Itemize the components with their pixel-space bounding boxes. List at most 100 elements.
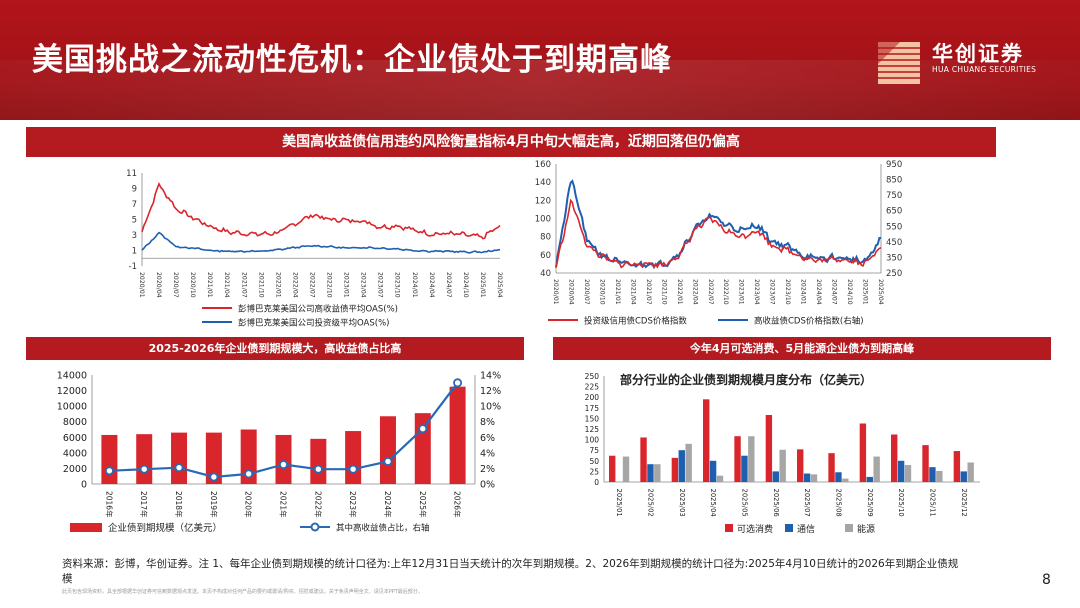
c3-y-tick: 14000 bbox=[57, 371, 87, 382]
c3-bar bbox=[205, 432, 222, 484]
c4-bar-telecom bbox=[647, 464, 654, 482]
c4-bar-energy bbox=[779, 449, 786, 482]
c3-x-tick: 2022年 bbox=[313, 491, 323, 518]
c3-y-tick: 12000 bbox=[57, 386, 87, 397]
c4-x-tick: 2025/12 bbox=[960, 489, 968, 517]
c3-bar bbox=[345, 431, 362, 484]
logo-mark-icon bbox=[878, 42, 920, 84]
c2-y-tick: 40 bbox=[540, 269, 551, 279]
c1-legend-ig-label: 彭博巴克莱美国公司投资级平均OAS(%) bbox=[238, 318, 389, 329]
c1-x-tick: 2021/10 bbox=[257, 272, 264, 298]
c4-legend-label: 通信 bbox=[797, 523, 815, 535]
c2-y-tick-right: 850 bbox=[886, 176, 902, 186]
c2-x-tick: 2021/07 bbox=[645, 279, 652, 305]
c3-bar bbox=[136, 434, 153, 484]
c2-y-tick-right: 550 bbox=[886, 222, 902, 232]
c3-y-tick: 10000 bbox=[57, 402, 87, 413]
c4-bar-consumer bbox=[671, 457, 679, 482]
c4-bar-telecom bbox=[866, 476, 873, 482]
c4-bar-telecom bbox=[709, 460, 717, 482]
c1-x-tick: 2021/01 bbox=[206, 272, 213, 298]
c3-share-point bbox=[209, 472, 219, 482]
c4-bar-consumer bbox=[765, 415, 773, 482]
c3-legend-bar-label: 企业债到期规模（亿美元） bbox=[108, 522, 222, 534]
c3-y-tick-right: 12% bbox=[480, 386, 501, 397]
c2-x-tick: 2024/01 bbox=[800, 279, 807, 305]
c3-share-point bbox=[348, 464, 358, 474]
c1-y-tick: 7 bbox=[132, 200, 137, 210]
c3-bar bbox=[310, 438, 327, 484]
c3-share-point bbox=[418, 424, 428, 434]
c4-y-tick: 25 bbox=[589, 467, 599, 476]
c3-x-tick: 2021年 bbox=[279, 491, 289, 518]
c4-bar-telecom bbox=[897, 460, 905, 482]
c2-y-tick: 120 bbox=[535, 196, 551, 206]
c4-y-tick: 125 bbox=[585, 425, 600, 434]
c3-x-tick: 2023年 bbox=[348, 491, 358, 518]
c4-bar-energy bbox=[967, 462, 974, 482]
c2-series-line-ig bbox=[555, 198, 882, 269]
c1-y-tick: 3 bbox=[132, 231, 137, 241]
c2-y-tick-right: 450 bbox=[886, 238, 902, 248]
c3-y-tick-right: 2% bbox=[480, 464, 495, 475]
c2-y-tick-right: 350 bbox=[886, 253, 902, 263]
c4-x-tick: 2025/01 bbox=[615, 489, 623, 517]
page-title: 美国挑战之流动性危机：企业债处于到期高峰 bbox=[32, 42, 672, 78]
c4-bar-telecom bbox=[678, 450, 685, 482]
c2-x-tick: 2025/01 bbox=[862, 279, 869, 305]
c3-bar bbox=[275, 434, 292, 484]
c1-x-tick: 2022/01 bbox=[274, 272, 281, 298]
c3-bar bbox=[171, 432, 188, 484]
c3-y-tick: 2000 bbox=[63, 464, 87, 475]
c3-x-tick: 2018年 bbox=[174, 491, 184, 518]
c2-y-tick-right: 950 bbox=[886, 160, 902, 170]
c3-legend-line-marker bbox=[310, 522, 320, 532]
c2-x-tick: 2022/04 bbox=[691, 279, 698, 305]
c1-x-tick: 2023/04 bbox=[360, 272, 367, 298]
industry-monthly-bar-chart: 2502252001751501251007550250部分行业的企业债到期规模… bbox=[585, 372, 980, 535]
c4-y-tick: 200 bbox=[585, 393, 600, 402]
c3-x-tick: 2020年 bbox=[244, 491, 254, 518]
c4-x-tick: 2025/08 bbox=[835, 489, 843, 517]
c4-x-tick: 2025/05 bbox=[741, 489, 749, 517]
c1-x-tick: 2020/04 bbox=[155, 272, 162, 298]
c1-x-tick: 2022/10 bbox=[326, 272, 333, 298]
c2-y-tick: 140 bbox=[535, 178, 551, 188]
c1-x-tick: 2024/01 bbox=[411, 272, 418, 298]
c2-x-tick: 2025/04 bbox=[877, 279, 884, 305]
c2-x-tick: 2020/07 bbox=[583, 279, 590, 305]
c4-x-tick: 2025/10 bbox=[897, 489, 905, 517]
c3-share-point bbox=[174, 463, 184, 473]
c4-x-tick: 2025/06 bbox=[772, 489, 780, 517]
c1-x-tick: 2024/07 bbox=[445, 272, 452, 298]
section-band-top: 美国高收益债信用违约风险衡量指标4月中旬大幅走高，近期回落但仍偏高 bbox=[26, 127, 996, 157]
c1-y-tick: 5 bbox=[132, 216, 137, 226]
c4-bar-telecom bbox=[929, 467, 936, 482]
c1-x-tick: 2022/04 bbox=[291, 272, 298, 298]
c3-x-tick: 2025年 bbox=[418, 491, 428, 518]
c1-x-tick: 2023/10 bbox=[394, 272, 401, 298]
c1-x-tick: 2023/07 bbox=[377, 272, 384, 298]
c1-x-tick: 2024/10 bbox=[462, 272, 469, 298]
c1-x-tick: 2021/07 bbox=[240, 272, 247, 298]
c2-y-tick: 160 bbox=[535, 160, 551, 170]
c3-y-tick: 6000 bbox=[63, 433, 87, 444]
c4-bar-telecom bbox=[772, 471, 779, 482]
c2-x-tick: 2021/01 bbox=[614, 279, 621, 305]
c1-x-tick: 2020/10 bbox=[189, 272, 196, 298]
c3-share-point bbox=[104, 466, 114, 476]
c4-x-tick: 2025/03 bbox=[678, 489, 686, 517]
c4-y-tick: 0 bbox=[594, 478, 599, 487]
c3-legend-bar-swatch bbox=[70, 523, 102, 532]
c3-bar bbox=[240, 429, 257, 484]
c2-y-tick-right: 750 bbox=[886, 191, 902, 201]
c4-x-tick: 2025/11 bbox=[929, 489, 937, 517]
c3-y-tick-right: 8% bbox=[480, 417, 495, 428]
source-note: 资料来源：彭博，华创证券。注 1、每年企业债到期规模的统计口径为:上年12月31… bbox=[62, 558, 959, 585]
c2-x-tick: 2023/10 bbox=[784, 279, 791, 305]
c3-y-tick: 8000 bbox=[63, 417, 87, 428]
c3-bar bbox=[414, 413, 431, 484]
c2-x-tick: 2024/10 bbox=[846, 279, 853, 305]
c4-y-tick: 75 bbox=[589, 446, 599, 455]
